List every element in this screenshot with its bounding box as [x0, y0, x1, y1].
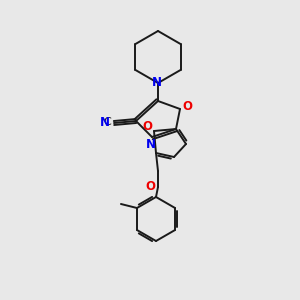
Text: N: N: [146, 137, 156, 151]
Text: N: N: [152, 76, 162, 89]
Text: O: O: [145, 181, 155, 194]
Text: C: C: [103, 117, 111, 127]
Text: O: O: [182, 100, 192, 113]
Text: O: O: [142, 121, 152, 134]
Text: N: N: [100, 116, 110, 128]
